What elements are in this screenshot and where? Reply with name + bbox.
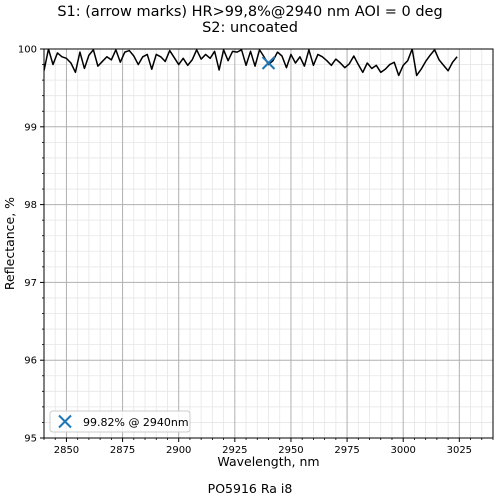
reflectance-series-line xyxy=(44,49,458,77)
legend-box xyxy=(49,410,191,433)
x-tick-label: 2975 xyxy=(334,445,359,456)
legend-marker-icon xyxy=(58,414,72,429)
y-tick-label: 97 xyxy=(24,278,37,289)
ticks: 2850 2875 2900 2925 2950 2975 3000 3025 95 96 97 98… xyxy=(18,45,494,456)
legend-entry-label: 99.82% @ 2940nm xyxy=(83,416,189,429)
y-tick-label: 96 xyxy=(24,356,37,367)
legend: 99.82% @ 2940nm xyxy=(49,410,191,433)
y-tick-label: 95 xyxy=(24,434,37,445)
chart-title-line-1: S1: (arrow marks) HR>99,8%@2940 nm AOI =… xyxy=(57,4,443,20)
data-marker-x xyxy=(261,56,276,70)
y-tick-label: 98 xyxy=(24,200,37,211)
x-axis-label: Wavelength, nm xyxy=(217,454,319,469)
chart-footer: PO5916 Ra i8 xyxy=(207,481,293,496)
x-tick-label: 3025 xyxy=(447,445,472,456)
y-tick-label: 100 xyxy=(18,45,37,56)
x-tick-label: 2875 xyxy=(110,445,135,456)
x-tick-label: 2950 xyxy=(278,445,303,456)
x-tick-label: 2925 xyxy=(222,445,247,456)
x-tick-label: 3000 xyxy=(390,445,415,456)
series-layer xyxy=(44,49,458,77)
y-tick-label: 99 xyxy=(24,122,37,133)
x-tick-label: 2850 xyxy=(54,445,79,456)
y-axis-label: Reflectance, % xyxy=(2,197,17,290)
grid xyxy=(43,48,494,439)
legend-x-icon xyxy=(58,414,72,429)
chart-title-line-2: S2: uncoated xyxy=(202,20,298,36)
x-tick-label: 2900 xyxy=(166,445,191,456)
